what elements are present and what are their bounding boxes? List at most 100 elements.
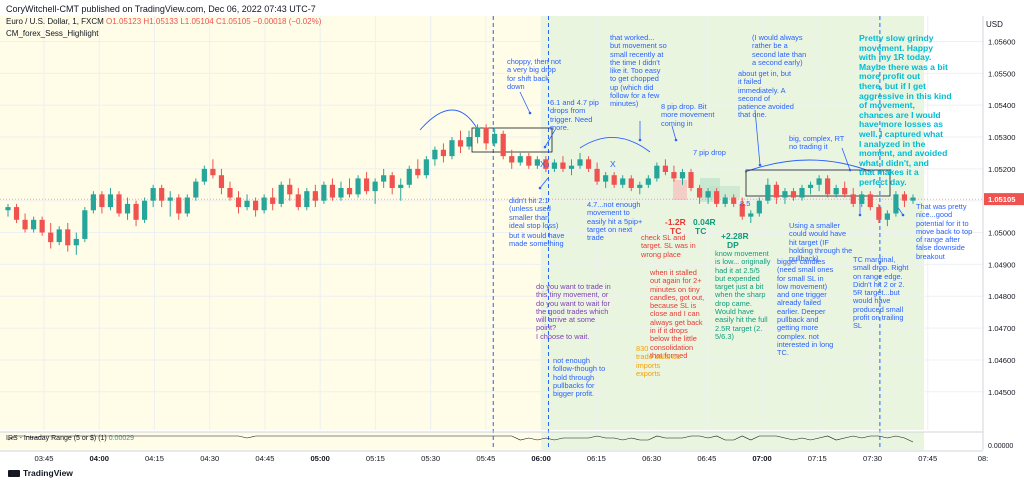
- result-tc-1: TC: [670, 226, 682, 236]
- indicator-legend[interactable]: CM_forex_Sess_Highlight: [6, 29, 99, 38]
- candle-body: [56, 229, 62, 243]
- arrow-head-7: [858, 213, 862, 217]
- candle-body: [398, 184, 404, 188]
- candle-body: [124, 203, 131, 214]
- arrow-head-3: [638, 138, 642, 142]
- candle-body: [252, 200, 259, 211]
- trade-box-loss: [673, 180, 687, 200]
- marker-x-1: X: [540, 159, 546, 169]
- candle-body: [406, 168, 412, 185]
- price-tick-4: 1.05200: [988, 165, 1015, 174]
- candle-25: [218, 168, 225, 195]
- candle-body: [782, 191, 788, 198]
- candle-6: [56, 226, 62, 246]
- note-check-sl: check SL and target. SL was in wrong pla…: [641, 233, 696, 259]
- candle-79: [679, 168, 686, 185]
- candle-body: [739, 203, 745, 217]
- candle-30: [261, 194, 267, 214]
- candle-body: [893, 194, 899, 214]
- price-tick-7: 1.04900: [988, 260, 1015, 269]
- candle-body: [107, 194, 114, 208]
- session-green-band: [541, 16, 925, 430]
- candle-body: [312, 191, 318, 201]
- candle-59: [509, 149, 515, 169]
- candle-41: [355, 175, 361, 198]
- candle-39: [338, 181, 344, 201]
- candle-body: [65, 229, 71, 246]
- candle-body: [5, 207, 11, 211]
- candle-body: [688, 172, 694, 188]
- candle-95: [816, 175, 822, 192]
- candle-body: [423, 159, 429, 176]
- candle-62: [534, 156, 540, 169]
- candle-67: [577, 152, 583, 169]
- candle-body: [705, 191, 711, 198]
- candle-82: [705, 187, 711, 204]
- candle-89: [765, 178, 771, 204]
- session-green-band-irs: [541, 432, 925, 450]
- candle-48: [415, 159, 421, 179]
- candle-body: [466, 137, 472, 147]
- brand-name: TradingView: [23, 468, 73, 478]
- drawn-shapes: [419, 91, 905, 217]
- candle-body: [833, 187, 839, 195]
- arrow-head-2: [538, 186, 542, 190]
- candle-body: [543, 159, 549, 169]
- note-know-movement: know movement is low... originally had i…: [715, 249, 771, 341]
- note-didnt-hit: didn't hit 2:1 (unless used smaller than…: [509, 196, 559, 230]
- candle-36: [312, 184, 318, 208]
- candle-body: [585, 159, 592, 169]
- candle-1: [13, 203, 20, 223]
- candle-body: [748, 213, 754, 217]
- candle-104: [893, 191, 899, 217]
- ohlc-legend[interactable]: Euro / U.S. Dollar, 1, FXCM O1.05123 H1.…: [6, 17, 321, 26]
- time-tick-5: 05:00: [310, 454, 329, 463]
- candle-60: [517, 152, 523, 166]
- candle-33: [287, 178, 293, 201]
- change-value: −0.00018 (−0.02%): [252, 17, 322, 26]
- candle-body: [722, 197, 728, 204]
- candle-10: [90, 191, 96, 214]
- candle-91: [782, 187, 788, 204]
- candle-93: [799, 184, 805, 201]
- candle-body: [662, 165, 669, 173]
- candle-20: [176, 194, 182, 220]
- result-tc-2: TC: [695, 226, 707, 236]
- candle-98: [842, 181, 848, 198]
- last-price-label: 1.05105: [988, 195, 1016, 204]
- candle-54: [466, 130, 472, 150]
- high-value: H1.05133: [143, 17, 179, 26]
- candle-13: [116, 191, 122, 217]
- candle-body: [483, 127, 489, 144]
- low-value: L1.05104: [180, 17, 214, 26]
- candle-2: [22, 213, 28, 233]
- arrow-head-4: [674, 138, 678, 142]
- candle-28: [244, 194, 250, 211]
- session-backgrounds: [0, 16, 925, 450]
- candle-76: [654, 162, 660, 182]
- note-tiny-movement: do you want to trade in this tiny moveme…: [536, 282, 611, 341]
- time-tick-16: 07:45: [918, 454, 937, 463]
- tradingview-logo[interactable]: TradingView: [8, 468, 73, 478]
- candle-70: [603, 172, 609, 188]
- candle-105: [901, 191, 908, 208]
- candle-body: [884, 213, 890, 220]
- candle-body: [901, 194, 908, 201]
- arrow-head-0: [528, 111, 532, 115]
- candle-46: [398, 178, 404, 201]
- candle-87: [748, 210, 754, 223]
- time-tick-12: 06:45: [697, 454, 716, 463]
- candle-body: [159, 187, 165, 201]
- candle-body: [82, 210, 88, 239]
- time-tick-6: 05:15: [366, 454, 385, 463]
- irs-value: 0.00029: [109, 435, 134, 442]
- time-tick-15: 07:30: [863, 454, 882, 463]
- candle-24: [210, 159, 216, 179]
- price-tick-8: 1.04800: [988, 292, 1015, 301]
- candle-body: [799, 187, 805, 198]
- candle-body: [842, 187, 848, 195]
- candle-body: [329, 184, 336, 198]
- note-7pip: 7 pip drop: [693, 148, 726, 157]
- symbol-name: Euro / U.S. Dollar, 1, FXCM: [6, 17, 104, 26]
